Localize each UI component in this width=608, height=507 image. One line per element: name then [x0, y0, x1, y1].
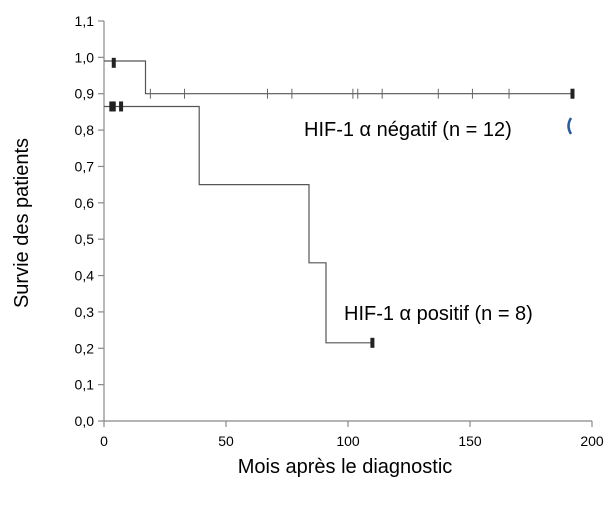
x-tick-label: 100 — [336, 433, 360, 449]
y-axis-title: Survie des patients — [11, 138, 33, 308]
y-tick-label: 0,8 — [75, 122, 95, 138]
axes — [103, 21, 592, 422]
y-tick-label: 0,5 — [75, 231, 95, 247]
y-tick-label: 0,4 — [75, 268, 95, 284]
censor-mark — [109, 101, 114, 112]
x-tick-label: 200 — [580, 433, 604, 449]
y-tick-label: 0,7 — [75, 158, 95, 174]
series-label-hif-positif: HIF-1 α positif (n = 8) — [344, 303, 533, 325]
censor-mark — [111, 57, 116, 68]
series-hif-positif — [104, 101, 375, 348]
series-hif-negatif — [104, 57, 575, 99]
series-label-hif-negatif: HIF-1 α négatif (n = 12) — [304, 119, 512, 141]
y-tick-label: 0,0 — [75, 413, 95, 429]
y-tick-label: 0,1 — [75, 377, 95, 393]
censor-mark — [119, 101, 124, 112]
series-layer — [104, 57, 575, 348]
survival-step-line — [104, 105, 373, 344]
y-tick-label: 1,0 — [75, 49, 95, 65]
y-ticks: 0,0 0,1 0,2 0,3 0,4 0,5 0,6 0,7 0,8 0,9 1,0 1,1 — [75, 13, 104, 429]
y-tick-label: 0,9 — [75, 86, 95, 102]
x-tick-label: 50 — [218, 433, 234, 449]
x-axis-title: Mois après le diagnostic — [238, 456, 453, 478]
label-fragment-mark — [567, 117, 573, 135]
censor-mark — [370, 337, 375, 348]
y-tick-label: 1,1 — [75, 13, 95, 29]
y-tick-label: 0,3 — [75, 304, 95, 320]
x-tick-label: 150 — [458, 433, 482, 449]
x-tick-label: 0 — [100, 433, 108, 449]
survival-step-line — [104, 60, 573, 95]
y-tick-label: 0,2 — [75, 340, 95, 356]
censor-mark — [111, 101, 116, 112]
censor-mark — [570, 88, 575, 99]
x-ticks: 0 50 100 150 200 — [100, 421, 604, 449]
y-tick-label: 0,6 — [75, 195, 95, 211]
